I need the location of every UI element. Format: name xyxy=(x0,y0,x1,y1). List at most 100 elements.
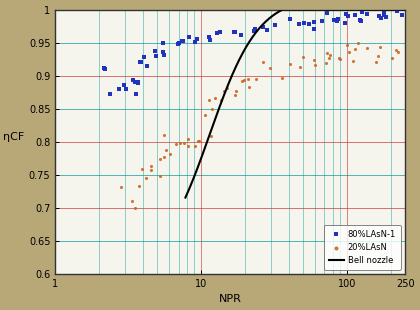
Bell nozzle xyxy=(322,8,327,11)
20%LAsN xyxy=(143,176,150,181)
80%LAsN-1 xyxy=(364,12,370,17)
20%LAsN xyxy=(245,76,252,81)
80%LAsN-1 xyxy=(333,19,340,24)
20%LAsN xyxy=(223,86,230,91)
80%LAsN-1 xyxy=(101,66,108,71)
20%LAsN xyxy=(327,53,333,58)
20%LAsN xyxy=(267,65,274,70)
20%LAsN xyxy=(376,45,383,50)
80%LAsN-1 xyxy=(383,15,390,20)
20%LAsN xyxy=(395,49,402,54)
X-axis label: NPR: NPR xyxy=(219,294,242,304)
20%LAsN xyxy=(388,55,395,60)
80%LAsN-1 xyxy=(121,83,127,88)
20%LAsN xyxy=(287,62,294,67)
Line: Bell nozzle: Bell nozzle xyxy=(185,10,405,197)
80%LAsN-1 xyxy=(342,20,349,25)
20%LAsN xyxy=(346,50,352,55)
80%LAsN-1 xyxy=(194,37,200,42)
20%LAsN xyxy=(118,185,125,190)
80%LAsN-1 xyxy=(335,17,341,22)
80%LAsN-1 xyxy=(238,33,244,38)
20%LAsN xyxy=(192,144,199,148)
80%LAsN-1 xyxy=(310,27,317,32)
Bell nozzle xyxy=(281,8,286,11)
20%LAsN xyxy=(393,47,400,52)
80%LAsN-1 xyxy=(344,13,351,18)
80%LAsN-1 xyxy=(399,13,406,18)
80%LAsN-1 xyxy=(107,92,114,97)
80%LAsN-1 xyxy=(357,18,364,23)
80%LAsN-1 xyxy=(300,21,307,26)
80%LAsN-1 xyxy=(311,20,318,25)
80%LAsN-1 xyxy=(205,35,212,40)
80%LAsN-1 xyxy=(160,40,167,45)
80%LAsN-1 xyxy=(185,35,192,40)
20%LAsN xyxy=(354,40,361,45)
Bell nozzle xyxy=(209,126,214,130)
20%LAsN xyxy=(161,154,168,159)
20%LAsN xyxy=(148,167,155,172)
20%LAsN xyxy=(208,106,215,111)
80%LAsN-1 xyxy=(305,21,312,26)
80%LAsN-1 xyxy=(352,12,359,17)
20%LAsN xyxy=(196,139,202,144)
80%LAsN-1 xyxy=(217,29,223,34)
20%LAsN xyxy=(157,157,164,162)
Y-axis label: ηCF: ηCF xyxy=(3,132,24,142)
80%LAsN-1 xyxy=(342,12,349,17)
80%LAsN-1 xyxy=(272,22,279,27)
20%LAsN xyxy=(218,98,224,103)
80%LAsN-1 xyxy=(141,54,147,59)
20%LAsN xyxy=(202,113,209,118)
20%LAsN xyxy=(212,96,218,101)
80%LAsN-1 xyxy=(318,19,325,24)
20%LAsN xyxy=(208,134,215,139)
80%LAsN-1 xyxy=(207,37,214,42)
20%LAsN xyxy=(352,46,359,51)
Bell nozzle xyxy=(270,14,275,18)
20%LAsN xyxy=(231,92,238,97)
80%LAsN-1 xyxy=(260,25,267,30)
80%LAsN-1 xyxy=(160,50,167,55)
80%LAsN-1 xyxy=(264,28,270,33)
20%LAsN xyxy=(343,43,350,48)
20%LAsN xyxy=(206,97,213,102)
80%LAsN-1 xyxy=(380,11,387,16)
20%LAsN xyxy=(322,60,329,65)
20%LAsN xyxy=(310,57,317,62)
20%LAsN xyxy=(128,198,135,203)
80%LAsN-1 xyxy=(131,80,138,85)
80%LAsN-1 xyxy=(357,18,363,23)
20%LAsN xyxy=(374,54,381,59)
20%LAsN xyxy=(195,139,202,144)
80%LAsN-1 xyxy=(101,67,108,72)
80%LAsN-1 xyxy=(377,16,384,20)
20%LAsN xyxy=(278,76,285,81)
80%LAsN-1 xyxy=(152,48,158,53)
20%LAsN xyxy=(135,184,142,189)
80%LAsN-1 xyxy=(161,53,168,58)
80%LAsN-1 xyxy=(135,81,142,86)
80%LAsN-1 xyxy=(180,38,186,43)
20%LAsN xyxy=(296,64,303,69)
80%LAsN-1 xyxy=(324,11,331,16)
20%LAsN xyxy=(246,84,252,89)
80%LAsN-1 xyxy=(135,79,142,84)
80%LAsN-1 xyxy=(129,77,136,82)
20%LAsN xyxy=(326,55,332,60)
80%LAsN-1 xyxy=(152,54,159,59)
80%LAsN-1 xyxy=(138,60,144,64)
20%LAsN xyxy=(252,77,259,82)
20%LAsN xyxy=(363,46,370,51)
20%LAsN xyxy=(163,148,169,153)
20%LAsN xyxy=(335,55,342,60)
80%LAsN-1 xyxy=(375,14,382,19)
80%LAsN-1 xyxy=(174,42,181,47)
20%LAsN xyxy=(131,205,138,210)
20%LAsN xyxy=(185,137,192,142)
80%LAsN-1 xyxy=(371,6,378,11)
20%LAsN xyxy=(336,56,343,61)
Bell nozzle xyxy=(403,8,408,11)
20%LAsN xyxy=(323,50,330,55)
